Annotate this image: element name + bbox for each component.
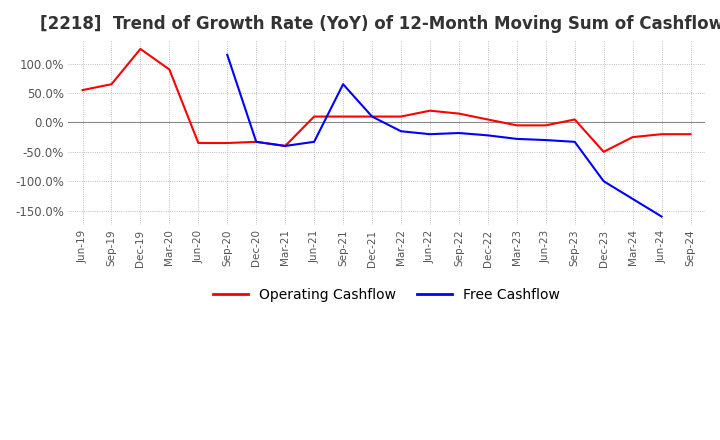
Operating Cashflow xyxy=(339,114,348,119)
Operating Cashflow xyxy=(686,132,695,137)
Free Cashflow xyxy=(629,196,637,202)
Operating Cashflow xyxy=(454,111,463,116)
Free Cashflow xyxy=(599,179,608,184)
Operating Cashflow xyxy=(136,46,145,51)
Operating Cashflow xyxy=(78,88,87,93)
Free Cashflow xyxy=(657,214,666,219)
Legend: Operating Cashflow, Free Cashflow: Operating Cashflow, Free Cashflow xyxy=(208,282,565,307)
Operating Cashflow xyxy=(165,67,174,72)
Free Cashflow xyxy=(484,133,492,138)
Operating Cashflow xyxy=(194,140,202,146)
Line: Free Cashflow: Free Cashflow xyxy=(228,55,662,216)
Operating Cashflow xyxy=(570,117,579,122)
Title: [2218]  Trend of Growth Rate (YoY) of 12-Month Moving Sum of Cashflows: [2218] Trend of Growth Rate (YoY) of 12-… xyxy=(40,15,720,33)
Operating Cashflow xyxy=(657,132,666,137)
Free Cashflow xyxy=(426,132,434,137)
Free Cashflow xyxy=(281,143,289,149)
Free Cashflow xyxy=(513,136,521,142)
Operating Cashflow xyxy=(252,139,261,144)
Free Cashflow xyxy=(397,128,405,134)
Free Cashflow xyxy=(454,130,463,136)
Free Cashflow xyxy=(541,137,550,143)
Operating Cashflow xyxy=(281,143,289,149)
Free Cashflow xyxy=(570,139,579,144)
Operating Cashflow xyxy=(629,135,637,140)
Operating Cashflow xyxy=(223,140,232,146)
Operating Cashflow xyxy=(107,81,116,87)
Free Cashflow xyxy=(339,81,348,87)
Free Cashflow xyxy=(368,114,377,119)
Line: Operating Cashflow: Operating Cashflow xyxy=(83,49,690,152)
Operating Cashflow xyxy=(426,108,434,114)
Free Cashflow xyxy=(252,139,261,144)
Operating Cashflow xyxy=(397,114,405,119)
Free Cashflow xyxy=(310,139,318,144)
Operating Cashflow xyxy=(310,114,318,119)
Operating Cashflow xyxy=(484,117,492,122)
Free Cashflow xyxy=(223,52,232,58)
Operating Cashflow xyxy=(541,123,550,128)
Operating Cashflow xyxy=(513,123,521,128)
Operating Cashflow xyxy=(599,149,608,154)
Operating Cashflow xyxy=(368,114,377,119)
